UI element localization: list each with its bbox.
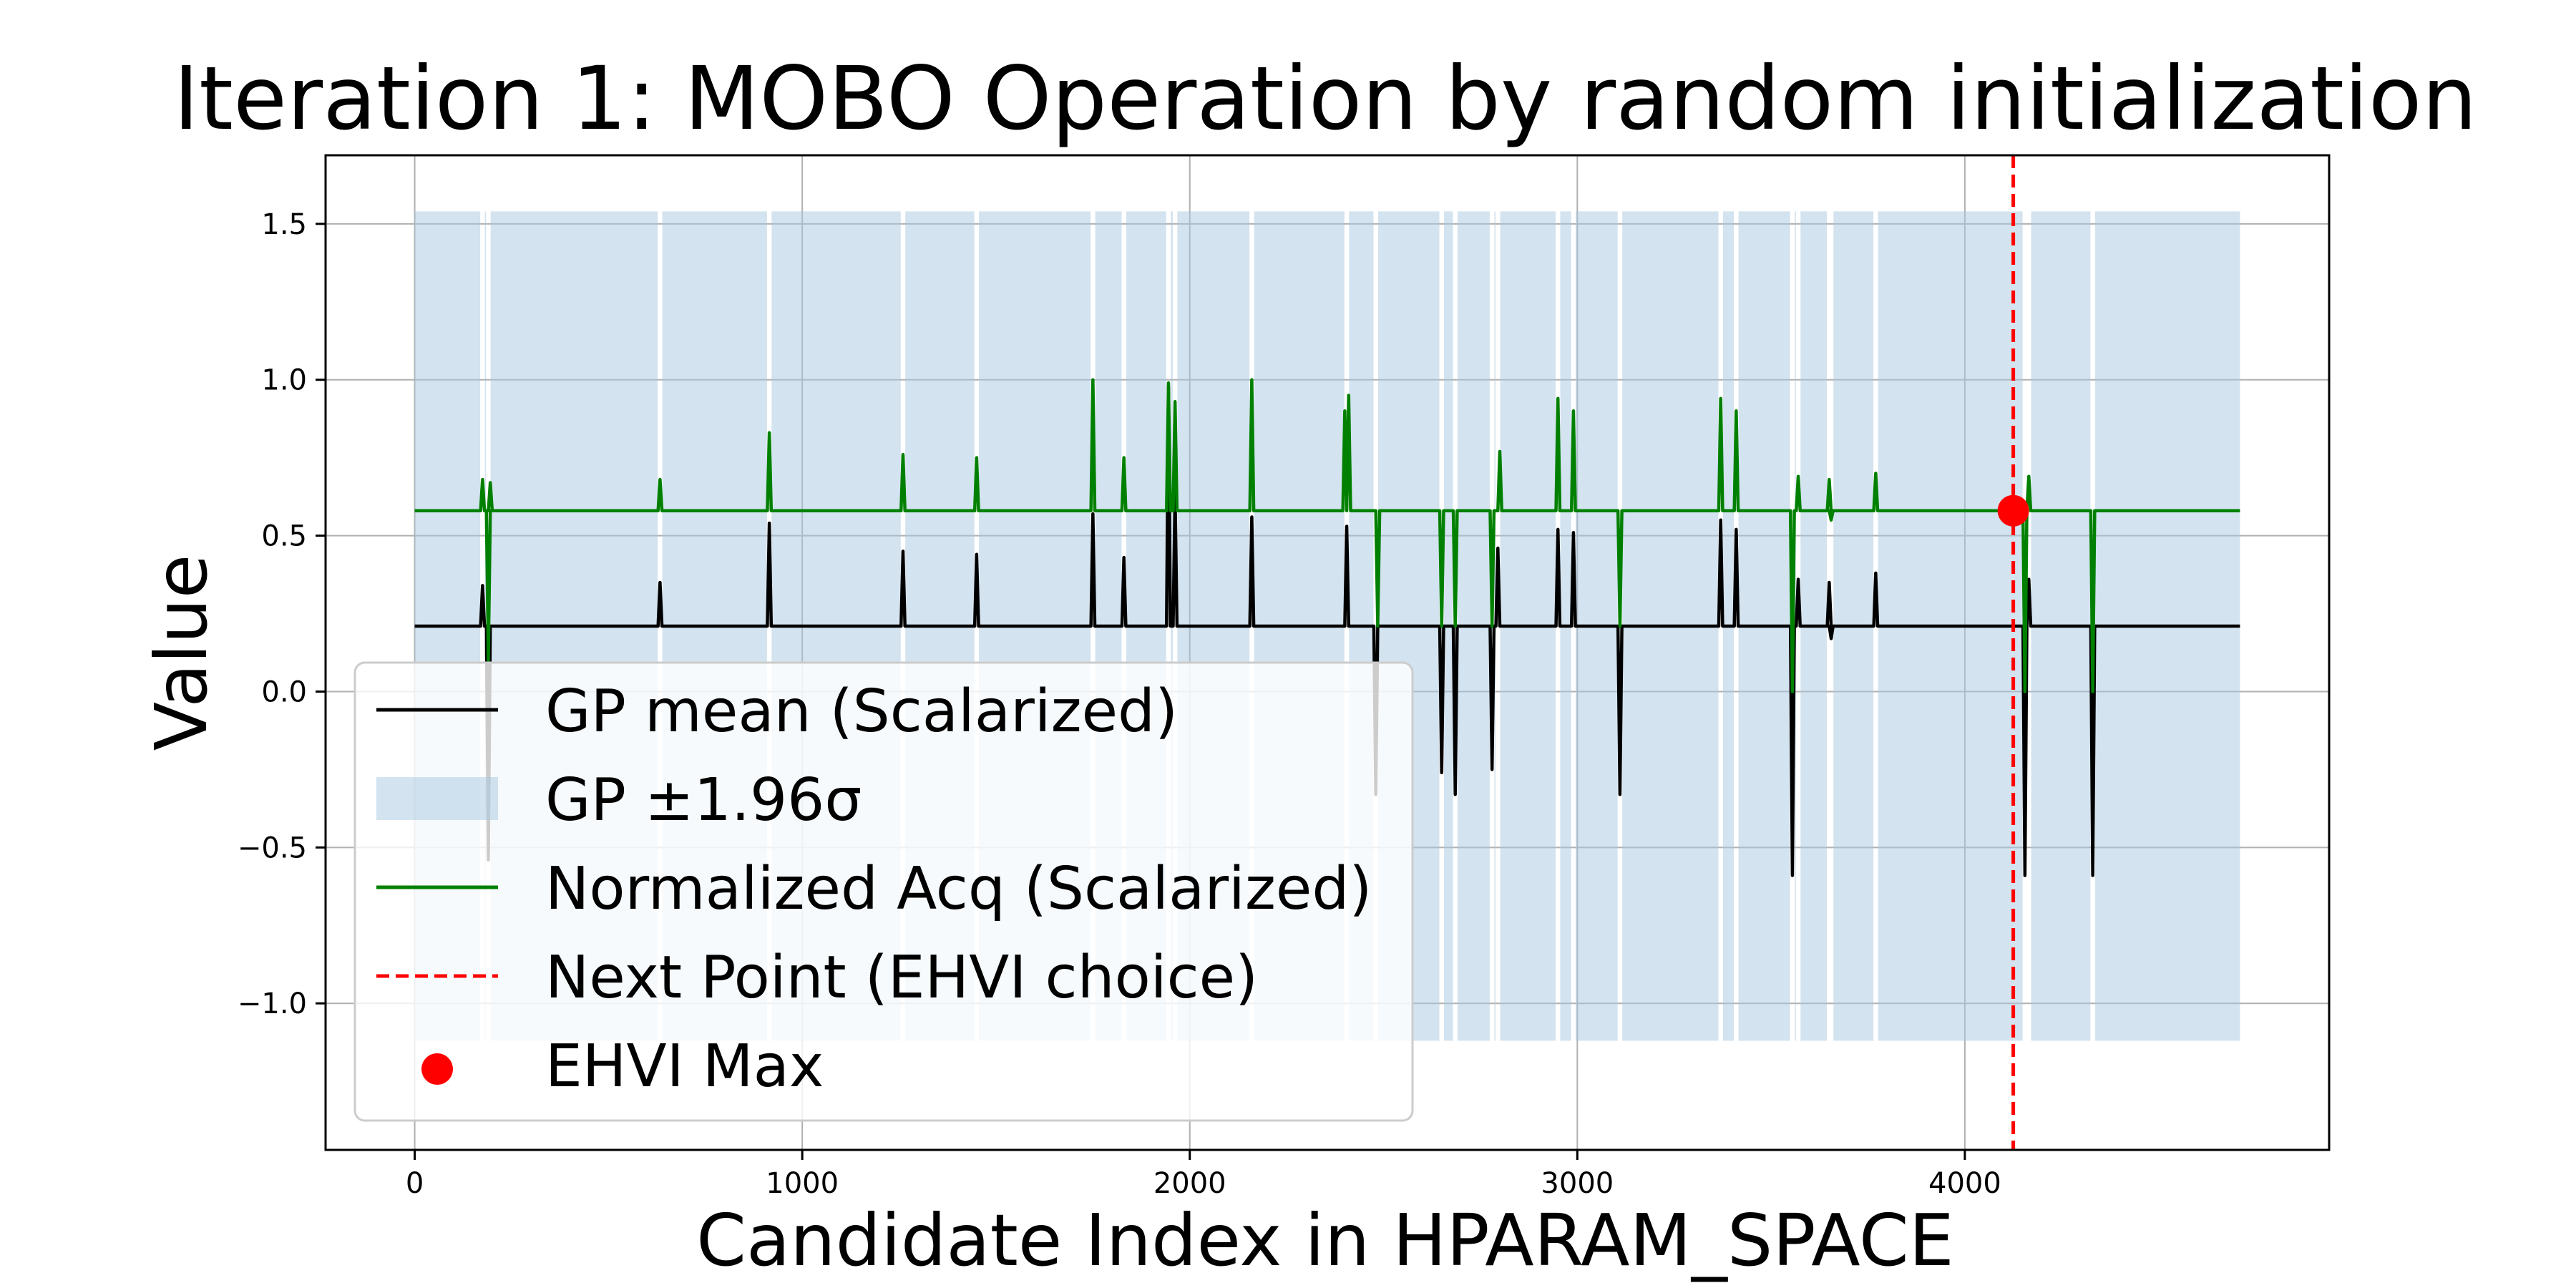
x-axis-label: Candidate Index in HPARAM_SPACE <box>696 1199 1954 1282</box>
legend-ehvi-max-swatch <box>421 1053 453 1085</box>
ehvi-max-marker <box>1997 494 2029 527</box>
y-tick-label: −1.0 <box>238 987 307 1020</box>
legend-gp-mean-label: GP mean (Scalarized) <box>545 678 1178 746</box>
acq-line <box>414 378 2240 693</box>
legend-box <box>353 661 1414 1122</box>
y-tick-label: 1.0 <box>261 364 307 397</box>
y-tick-label: 1.5 <box>261 208 307 241</box>
legend: GP mean (Scalarized) GP ±1.96σ Normalize… <box>353 661 1414 1122</box>
x-tick-label: 3000 <box>1541 1167 1614 1200</box>
y-tick-label: 0.0 <box>261 675 307 708</box>
legend-next-point-label: Next Point (EHVI choice) <box>545 944 1258 1012</box>
x-tick-label: 1000 <box>766 1167 839 1200</box>
legend-ehvi-max-label: EHVI Max <box>545 1033 824 1101</box>
axes: 0 1000 2000 3000 4000 −1.0 −0.5 0.0 0.5 1.0 1.5 <box>238 154 2331 1200</box>
chart-title: Iteration 1: MOBO Operation by random in… <box>173 48 2477 150</box>
gp-mean-line <box>414 384 2240 877</box>
legend-gp-band-swatch <box>376 777 498 820</box>
x-tick-label: 0 <box>406 1167 424 1200</box>
legend-gp-band-label: GP ±1.96σ <box>545 766 862 834</box>
y-axis-label: Value <box>140 555 223 751</box>
series-layer <box>414 155 2240 1150</box>
legend-acq-label: Normalized Acq (Scalarized) <box>545 855 1372 923</box>
y-tick-label: 0.5 <box>261 520 307 553</box>
y-tick-label: −0.5 <box>238 831 307 864</box>
x-tick-label: 2000 <box>1153 1167 1226 1200</box>
x-tick-label: 4000 <box>1928 1167 2001 1200</box>
plot-frame <box>324 154 2331 1151</box>
